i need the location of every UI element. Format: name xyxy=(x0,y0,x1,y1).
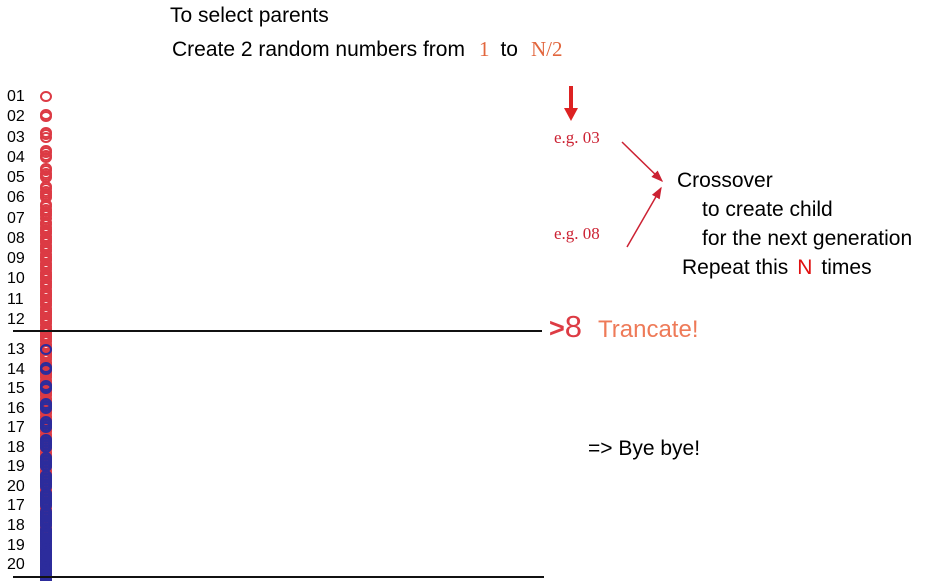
row-label: 03 xyxy=(7,128,25,146)
individual-circle-icon xyxy=(40,151,52,163)
row-label: 04 xyxy=(7,148,25,166)
individual-circle-icon xyxy=(40,539,52,551)
individual-circle-icon xyxy=(40,441,52,453)
individual-circle-icon xyxy=(40,131,52,143)
row-label: 17 xyxy=(7,419,25,437)
individual-circle-icon xyxy=(40,273,52,285)
row-label: 16 xyxy=(7,399,25,417)
row-label: 09 xyxy=(7,250,25,268)
crossover-line2: to create child xyxy=(702,198,833,221)
row-label: 20 xyxy=(7,556,25,574)
individual-circle-icon xyxy=(40,422,52,434)
truncate-label: Trancate! xyxy=(598,316,699,343)
individual-circle-icon xyxy=(40,577,52,581)
bye-bye-label: => Bye bye! xyxy=(588,437,701,460)
individual-circle-icon xyxy=(40,313,52,325)
row-label: 19 xyxy=(7,458,25,476)
individual-circle-icon xyxy=(40,331,52,343)
row-label: 08 xyxy=(7,229,25,247)
row-label: 17 xyxy=(7,497,25,515)
individual-circle-icon xyxy=(40,253,52,265)
title-line2-prefix: Create 2 random numbers from xyxy=(172,38,465,61)
crossover-line3: for the next generation xyxy=(702,227,913,250)
individual-circle-icon xyxy=(40,500,52,512)
row-label: 14 xyxy=(7,360,25,378)
row-label: 02 xyxy=(7,108,25,126)
individual-circle-icon xyxy=(40,383,52,395)
row-label: 20 xyxy=(7,477,25,495)
individual-circle-icon xyxy=(40,172,52,184)
parent2-to-crossover-arrow-icon xyxy=(626,186,662,248)
individual-circle-icon xyxy=(40,111,52,123)
individual-circle-icon xyxy=(40,212,52,224)
row-label: 15 xyxy=(7,380,25,398)
title-line2-to: to xyxy=(500,38,518,61)
crossover-title: Crossover xyxy=(677,169,773,192)
row-label: 05 xyxy=(7,169,25,187)
row-label: 13 xyxy=(7,341,25,358)
row-label: 01 xyxy=(7,88,25,105)
random-range-limit: N/2 xyxy=(530,37,563,61)
individual-circle-icon xyxy=(40,363,52,375)
truncation-divider-line xyxy=(13,330,542,332)
repeat-prefix: Repeat this xyxy=(682,256,789,279)
truncate-threshold-symbol: >8 xyxy=(549,309,582,345)
individual-circle-icon xyxy=(40,344,52,355)
row-label: 10 xyxy=(7,270,25,288)
title-line2: Create 2 random numbers from 1 to N/2 xyxy=(172,37,562,62)
individual-circle-icon xyxy=(40,461,52,473)
eight-glyph: 8 xyxy=(564,309,583,344)
individual-circle-icon xyxy=(40,559,52,571)
row-label: 12 xyxy=(7,310,25,328)
row-label: 06 xyxy=(7,189,25,207)
individual-circle-icon xyxy=(40,91,52,102)
repeat-suffix: times xyxy=(821,256,872,279)
example-parent-2-label: e.g. 08 xyxy=(554,224,600,243)
individual-circle-icon xyxy=(40,480,52,492)
down-arrow-icon xyxy=(564,86,578,121)
row-label: 11 xyxy=(7,290,24,308)
repeat-n: N xyxy=(797,256,813,279)
individual-circle-icon xyxy=(40,402,52,414)
individual-circle-icon xyxy=(40,293,52,305)
row-label: 18 xyxy=(7,438,25,456)
row-label: 07 xyxy=(7,209,25,227)
greater-than-glyph: > xyxy=(549,313,565,343)
individual-circles xyxy=(40,559,60,581)
individual-circle-icon xyxy=(40,192,52,204)
random-range-start: 1 xyxy=(478,37,490,61)
row-label: 19 xyxy=(7,536,25,554)
row-label: 18 xyxy=(7,516,25,534)
individual-circle-icon xyxy=(40,232,52,244)
title-line1: To select parents xyxy=(170,4,329,27)
example-parent-1-label: e.g. 03 xyxy=(554,128,600,147)
bottom-border-line xyxy=(13,576,544,578)
parent1-to-crossover-arrow-icon xyxy=(621,141,664,183)
individual-circle-icon xyxy=(40,519,52,531)
